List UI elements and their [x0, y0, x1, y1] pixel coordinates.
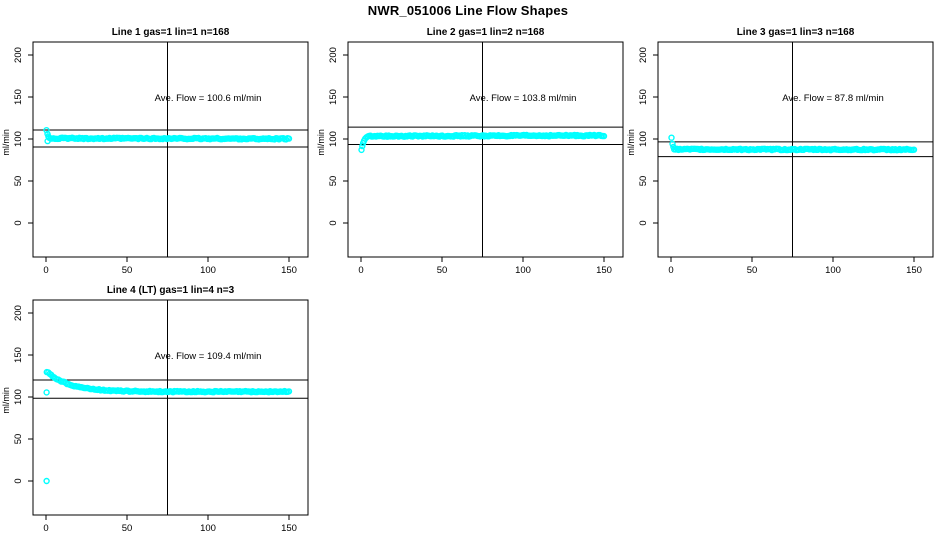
y-axis: 0 50 100 150 200 [13, 47, 33, 226]
x-axis: 0 50 100 150 [668, 257, 922, 276]
plot-box [32, 41, 309, 258]
y-tick-label: 0 [328, 220, 339, 225]
data-point [359, 142, 366, 150]
ave-flow-annotation: Ave. Flow = 109.4 ml/min [155, 351, 262, 362]
data-point [43, 477, 50, 485]
data-point [910, 146, 918, 153]
subplot-title: Line 2 gas=1 lin=2 n=168 [427, 27, 545, 38]
x-tick-label: 100 [515, 265, 531, 276]
subplot-1: Line 1 gas=1 lin=1 n=168 0 50 100 150 0 50 100 1… [1, 27, 309, 276]
y-tick-label: 200 [13, 47, 24, 63]
subplot-title: Line 4 (LT) gas=1 lin=4 n=3 [107, 285, 235, 296]
x-tick-label: 0 [358, 265, 363, 276]
data-point [668, 134, 675, 141]
data-point [285, 388, 293, 395]
subplot-4: Line 4 (LT) gas=1 lin=4 n=3 0 50 100 150 0 50 1… [1, 285, 309, 534]
x-tick-label: 100 [825, 265, 841, 276]
y-tick-label: 100 [638, 131, 649, 147]
y-tick-label: 200 [13, 305, 24, 321]
x-tick-label: 50 [747, 265, 758, 276]
y-tick-label: 100 [13, 389, 24, 405]
x-tick-label: 150 [281, 523, 297, 534]
y-tick-label: 150 [638, 89, 649, 105]
plot-box [32, 299, 309, 516]
y-axis-label: ml/min [1, 129, 11, 156]
y-tick-label: 50 [638, 176, 649, 187]
y-tick-label: 0 [638, 220, 649, 225]
plot-box [657, 41, 934, 258]
x-tick-label: 100 [200, 265, 216, 276]
x-axis: 0 50 100 150 [358, 257, 612, 276]
x-tick-label: 50 [122, 265, 133, 276]
subplot-2: Line 2 gas=1 lin=2 n=168 0 50 100 150 0 50 100 1… [316, 27, 624, 276]
y-tick-label: 100 [13, 131, 24, 147]
x-tick-label: 150 [906, 265, 922, 276]
y-axis: 0 50 100 150 200 [328, 47, 348, 226]
y-axis-label: ml/min [626, 129, 636, 156]
y-tick-label: 100 [328, 131, 339, 147]
data-point [43, 389, 50, 396]
x-tick-label: 0 [668, 265, 673, 276]
y-tick-label: 50 [328, 176, 339, 187]
plot-box [347, 41, 624, 258]
x-tick-label: 100 [200, 523, 216, 534]
y-tick-label: 150 [13, 347, 24, 363]
y-axis-label: ml/min [316, 129, 326, 156]
y-tick-label: 0 [13, 220, 24, 225]
x-axis: 0 50 100 150 [43, 515, 297, 534]
y-axis: 0 50 100 150 200 [13, 305, 33, 484]
x-tick-label: 0 [43, 523, 48, 534]
data-point [669, 140, 676, 148]
subplot-title: Line 1 gas=1 lin=1 n=168 [112, 27, 230, 38]
data-series [668, 134, 918, 154]
y-tick-label: 50 [13, 176, 24, 187]
y-axis: 0 50 100 150 200 [638, 47, 658, 226]
data-series [43, 368, 293, 485]
x-tick-label: 150 [281, 265, 297, 276]
ave-flow-annotation: Ave. Flow = 103.8 ml/min [470, 93, 577, 104]
x-tick-label: 50 [122, 523, 133, 534]
data-series [358, 131, 608, 154]
y-tick-label: 0 [13, 478, 24, 483]
x-tick-label: 50 [437, 265, 448, 276]
data-point [285, 135, 293, 142]
x-tick-label: 150 [596, 265, 612, 276]
y-tick-label: 200 [328, 47, 339, 63]
data-point [600, 132, 608, 140]
ave-flow-annotation: Ave. Flow = 87.8 ml/min [782, 93, 883, 104]
y-tick-label: 150 [328, 89, 339, 105]
x-tick-label: 0 [43, 265, 48, 276]
y-tick-label: 50 [13, 434, 24, 445]
subplot-title: Line 3 gas=1 lin=3 n=168 [737, 27, 855, 38]
data-series [43, 126, 293, 145]
y-tick-label: 200 [638, 47, 649, 63]
x-axis: 0 50 100 150 [43, 257, 297, 276]
data-point [358, 146, 365, 154]
y-axis-label: ml/min [1, 387, 11, 414]
data-point [43, 126, 50, 134]
ave-flow-annotation: Ave. Flow = 100.6 ml/min [155, 93, 262, 104]
figure-title: NWR_051006 Line Flow Shapes [367, 3, 569, 18]
subplot-3: Line 3 gas=1 lin=3 n=168 0 50 100 150 0 50 100 1… [626, 27, 934, 276]
y-tick-label: 150 [13, 89, 24, 105]
